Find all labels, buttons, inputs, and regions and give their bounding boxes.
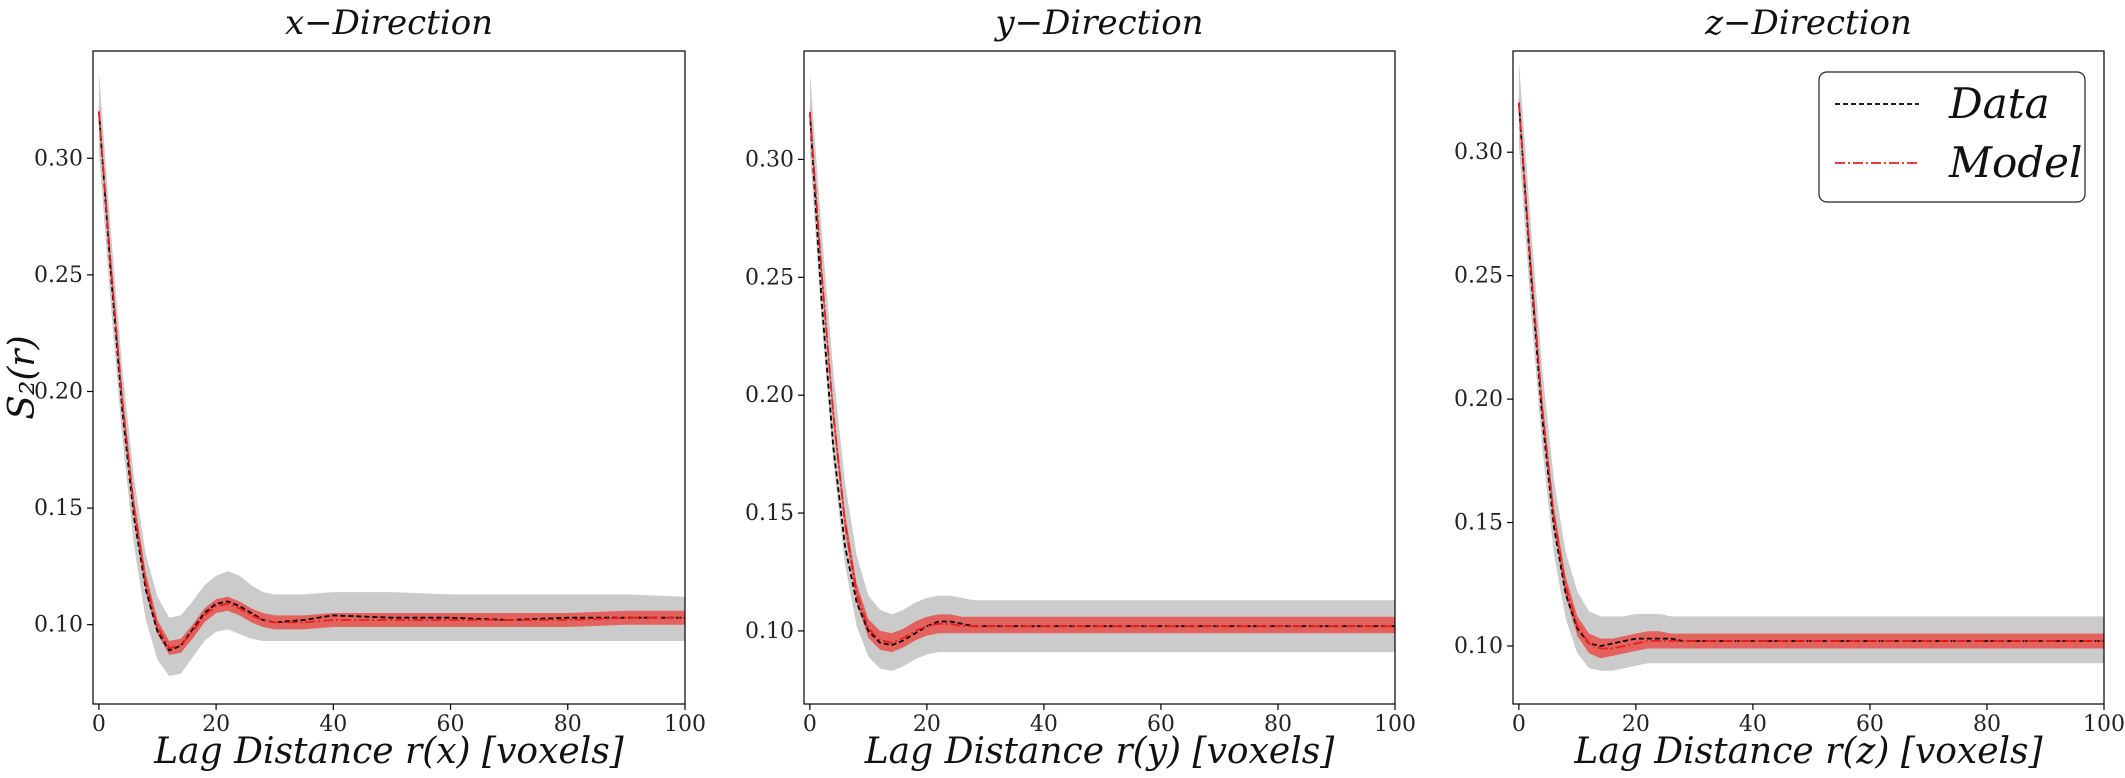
x-tick-label: 40 [1739,712,1767,737]
x-tick-label: 60 [437,712,465,737]
model-uncertainty-band [98,104,685,656]
panel-title: y−Direction [993,3,1203,43]
plot-area [1518,60,2104,671]
x-tick-label: 20 [1622,712,1650,737]
y-axis-title: S₂(r) [2,335,43,419]
legend: Data Model [1818,71,2086,203]
x-tick-label: 80 [1264,712,1292,737]
y-tick-label: 0.25 [1454,264,1503,289]
x-tick-label: 40 [1030,712,1058,737]
y-tick-label: 0.15 [34,496,83,521]
data-uncertainty-band [1518,60,2104,671]
axes-frame [803,50,1396,705]
x-tick-label: 60 [1147,712,1175,737]
data-uncertainty-band [98,72,685,676]
x-axis-title: Lag Distance r(z) [voxels] [1573,731,2043,772]
model-series-line [1518,102,2104,650]
y-tick-label: 0.25 [745,265,794,290]
y-tick-label: 0.20 [745,383,794,408]
panel-z-direction: 0 20 40 60 80 100 0.10 0.15 0.20 0.25 0.30 z−Direct… [1454,3,2125,772]
y-tick-label: 0.20 [1454,387,1503,412]
y-tick-label: 0.30 [745,147,794,172]
x-tick-label: 80 [1973,712,2001,737]
axes-frame [92,50,686,705]
x-axis-title: Lag Distance r(x) [voxels] [153,731,624,772]
x-tick-label: 0 [1512,712,1526,737]
y-tick-label: 0.25 [34,263,83,288]
x-tick-label: 100 [2083,712,2125,737]
data-series-line [98,111,685,652]
legend-label-model: Model [1948,138,2082,187]
x-tick-label: 80 [554,712,582,737]
axes-frame [1512,50,2105,705]
x-tick-label: 20 [913,712,941,737]
data-series-line [1518,102,2104,647]
y-tick-label: 0.30 [34,146,83,171]
model-uncertainty-band [809,105,1395,653]
panel-title: x−Direction [285,3,493,43]
y-tick-label: 0.15 [745,501,794,526]
data-series-line [809,112,1395,647]
model-series-line [809,112,1395,644]
model-series-line [98,111,685,650]
x-tick-label: 20 [202,712,230,737]
x-tick-label: 60 [1856,712,1884,737]
x-tick-label: 0 [803,712,817,737]
x-tick-label: 0 [92,712,106,737]
legend-label-data: Data [1948,79,2050,128]
y-tick-label: 0.10 [745,619,794,644]
y-tick-label: 0.30 [1454,140,1503,165]
data-uncertainty-band [809,72,1395,671]
x-tick-label: 100 [664,712,706,737]
x-axis-title: Lag Distance r(y) [voxels] [864,731,1335,772]
x-tick-label: 40 [319,712,347,737]
y-tick-label: 0.20 [34,379,83,404]
panel-y-direction: 0 20 40 60 80 100 0.10 0.15 0.20 0.25 0.30 y−Direct… [745,3,1416,772]
panel-title: z−Direction [1704,3,1912,43]
y-tick-label: 0.15 [1454,511,1503,536]
y-tick-label: 0.10 [34,613,83,638]
plot-area [809,72,1395,671]
panel-x-direction: 0 20 40 60 80 100 0.10 0.15 0.20 0.25 0.30 x−Direct… [2,3,706,772]
y-tick-label: 0.10 [1454,634,1503,659]
x-tick-label: 100 [1374,712,1416,737]
plot-area [98,72,685,676]
